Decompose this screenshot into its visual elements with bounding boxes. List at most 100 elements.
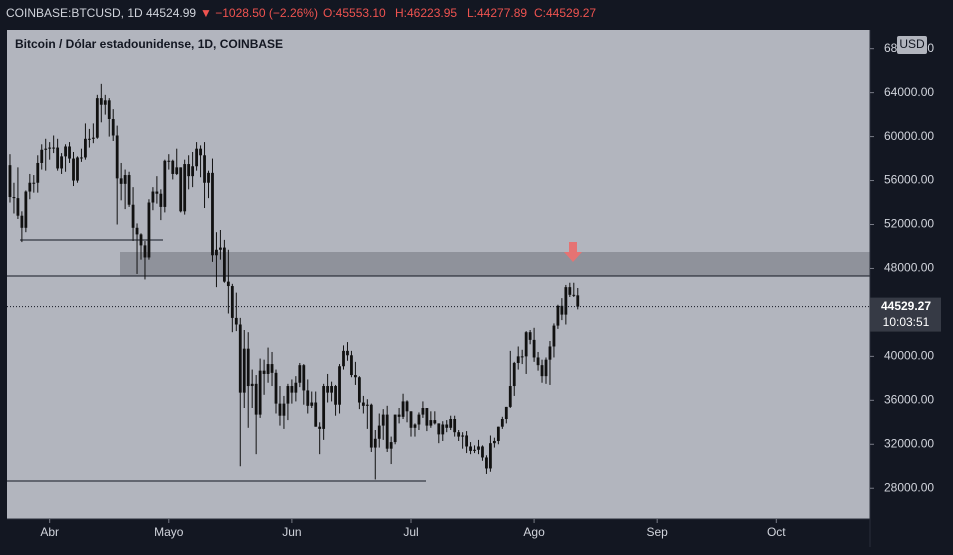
candle-body: [373, 438, 377, 448]
y-tick-label: 36000.00: [884, 392, 934, 406]
candle-body: [536, 357, 540, 366]
candle-body: [350, 355, 353, 376]
candle-body: [361, 402, 365, 406]
candle-body: [155, 191, 159, 194]
candle-body: [544, 359, 548, 377]
axes: 28000.0032000.0036000.0040000.0044000.00…: [40, 41, 941, 539]
open: O:45553.10: [323, 6, 386, 20]
candle-body: [393, 414, 397, 443]
candle-body: [52, 147, 56, 149]
low: L:44277.89: [467, 6, 527, 20]
candle-body: [433, 420, 437, 424]
candle-body: [270, 364, 274, 373]
candle-body: [278, 403, 282, 416]
x-tick-label: Mayo: [154, 525, 184, 539]
candle-body: [453, 419, 457, 433]
candle-body: [143, 245, 147, 258]
candle-body: [135, 227, 139, 235]
candle-body: [524, 332, 528, 357]
candle-body: [489, 443, 492, 469]
candle-body: [397, 414, 401, 417]
x-tick-label: Sep: [646, 525, 668, 539]
candle-body: [389, 442, 393, 449]
candle-body: [163, 160, 167, 207]
candle-body: [481, 446, 484, 458]
candle-body: [99, 98, 103, 105]
candle-body: [111, 119, 115, 136]
y-tick-label: 28000.00: [884, 480, 934, 494]
candle-body: [540, 365, 544, 377]
candle-body: [429, 420, 433, 426]
candle-body: [179, 167, 183, 212]
candle-body: [103, 100, 107, 105]
candle-body: [159, 193, 163, 207]
candle-body: [91, 137, 95, 139]
candle-body: [310, 402, 314, 406]
candle-body: [238, 324, 242, 393]
candle-body: [556, 305, 560, 326]
candle-body: [68, 146, 71, 159]
candle-body: [385, 414, 389, 449]
candle-body: [274, 372, 278, 404]
candle-body: [167, 160, 171, 162]
candle-body: [36, 162, 40, 183]
candle-body: [294, 382, 298, 393]
candle-body: [425, 408, 429, 426]
symbol: COINBASE:BTCUSD, 1D: [6, 6, 143, 20]
candle-body: [72, 158, 75, 181]
x-tick-label: Ago: [523, 525, 545, 539]
candle-body: [516, 356, 520, 363]
x-tick-label: Jul: [403, 525, 418, 539]
candle-body: [219, 247, 222, 250]
candle-body: [107, 100, 111, 120]
candle-body: [290, 386, 294, 393]
candle-body: [44, 148, 48, 150]
candle-body: [485, 457, 488, 469]
candle-body: [226, 281, 230, 287]
candle-body: [298, 365, 302, 383]
candle-body: [306, 390, 310, 406]
candle-body: [147, 202, 151, 258]
candle-body: [354, 375, 357, 378]
candle-body: [127, 175, 131, 205]
candle-body: [24, 191, 28, 228]
candle-body: [512, 362, 516, 387]
y-tick-label: 56000.00: [884, 173, 934, 187]
candle-body: [500, 419, 504, 427]
candle-body: [95, 98, 99, 138]
candle-body: [496, 426, 500, 441]
candle-body: [215, 249, 218, 256]
candle-body: [230, 286, 234, 318]
candle-body: [286, 386, 290, 404]
candle-body: [445, 424, 449, 428]
candle-body: [266, 364, 270, 374]
high: H:46223.95: [395, 6, 457, 20]
candle-body: [222, 247, 226, 282]
candle-body: [357, 377, 361, 403]
candle-body: [405, 401, 409, 412]
candle-body: [449, 419, 453, 428]
candle-body: [441, 424, 445, 435]
candle-body: [421, 408, 425, 415]
candle-body: [576, 295, 580, 307]
candle-body: [139, 234, 143, 246]
candle-body: [413, 424, 417, 428]
close: C:44529.27: [534, 6, 596, 20]
down-arrow: [564, 242, 582, 262]
resistance-zone: [120, 252, 870, 276]
candle-body: [76, 157, 79, 181]
candle-body: [365, 404, 369, 406]
candle-body: [258, 370, 262, 415]
candle-body: [572, 294, 576, 296]
candle-body: [346, 350, 349, 356]
candle-body: [123, 175, 127, 184]
candle-body: [381, 414, 385, 426]
candle-body: [552, 325, 556, 347]
candle-body: [401, 401, 405, 417]
candle-body: [369, 404, 373, 448]
chart-title: Bitcoin / Dólar estadounidense, 1D, COIN…: [15, 37, 283, 51]
header: COINBASE:BTCUSD, 1D 44524.99 ▼ −1028.50 …: [6, 6, 596, 20]
candle-body: [457, 432, 461, 437]
candle-body: [548, 346, 552, 360]
